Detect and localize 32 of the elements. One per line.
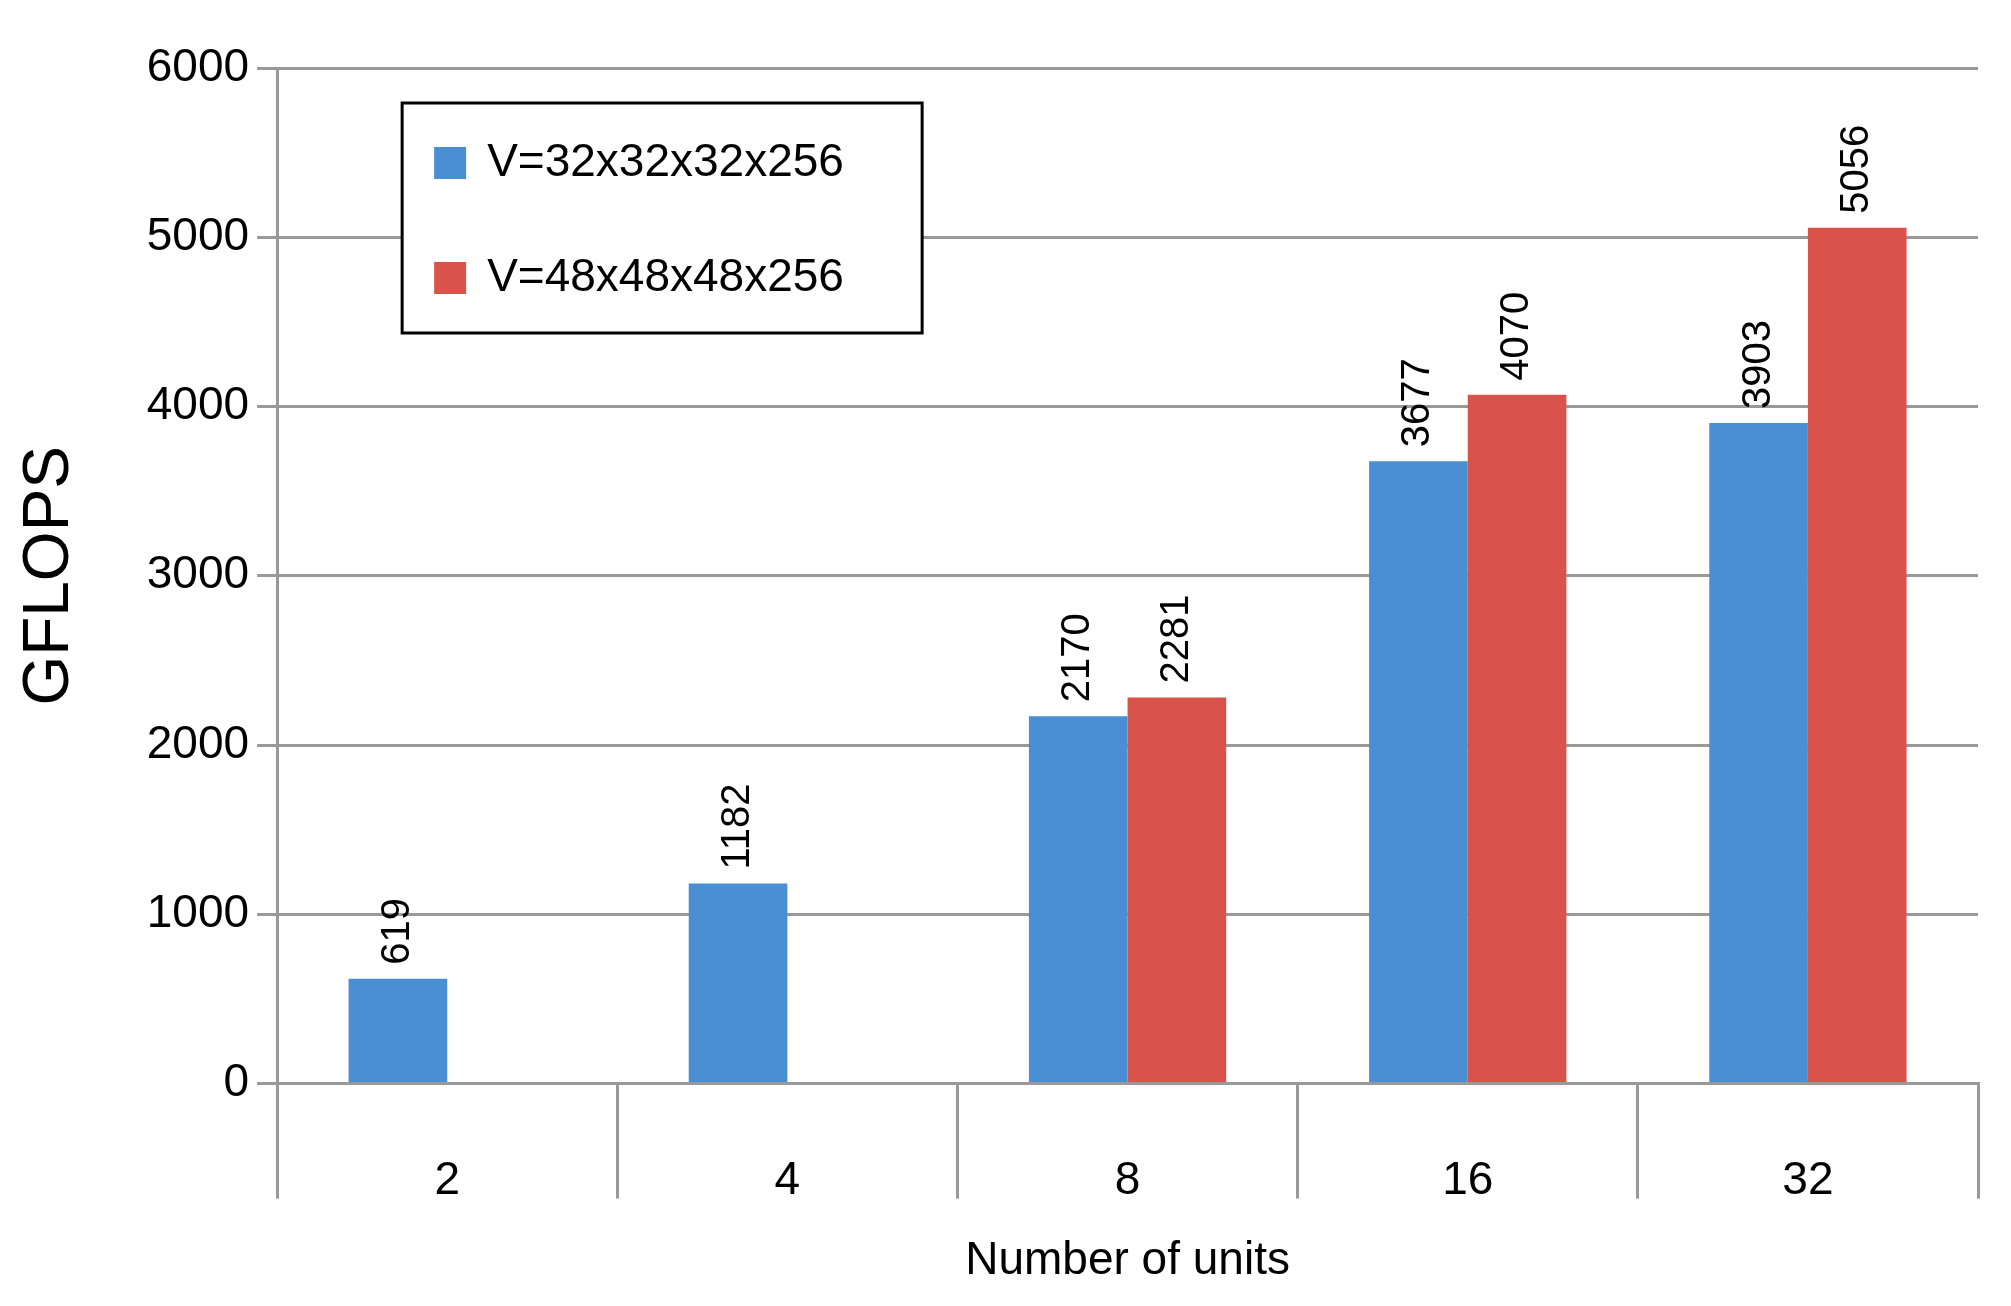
y-tick-label: 4000 [146,377,250,430]
legend-label: V=48x48x48x256 [487,248,844,301]
bar [1709,422,1808,1083]
bar [688,883,788,1083]
x-tick-label: 4 [774,1151,801,1204]
data-label: 3903 [1733,319,1778,409]
data-label: 3677 [1393,358,1438,448]
x-tick-label: 32 [1782,1151,1834,1204]
data-label: 619 [372,898,417,965]
y-tick-label: 0 [223,1054,250,1107]
bar [348,978,448,1083]
x-tick-label: 2 [434,1151,461,1204]
bar [1467,394,1567,1083]
y-tick-label: 5000 [146,207,250,260]
bar [1807,227,1907,1083]
y-tick-label: 3000 [146,546,250,599]
bar [1369,461,1468,1083]
data-label: 2281 [1151,594,1196,684]
x-axis-title: Number of units [965,1232,1290,1285]
x-tick-label: 8 [1114,1151,1141,1204]
bar [1028,716,1128,1083]
y-axis-title: GFLOPS [10,445,83,706]
data-label: 2170 [1053,613,1098,703]
y-tick-label: 1000 [146,885,250,938]
bar [1127,697,1227,1083]
y-tick-label: 2000 [146,715,250,768]
legend-label: V=32x32x32x256 [487,133,844,186]
y-tick-label: 6000 [146,38,250,91]
data-label: 5056 [1832,124,1877,214]
data-label: 1182 [713,783,758,870]
data-label: 4070 [1492,291,1537,381]
x-tick-label: 16 [1442,1151,1494,1204]
